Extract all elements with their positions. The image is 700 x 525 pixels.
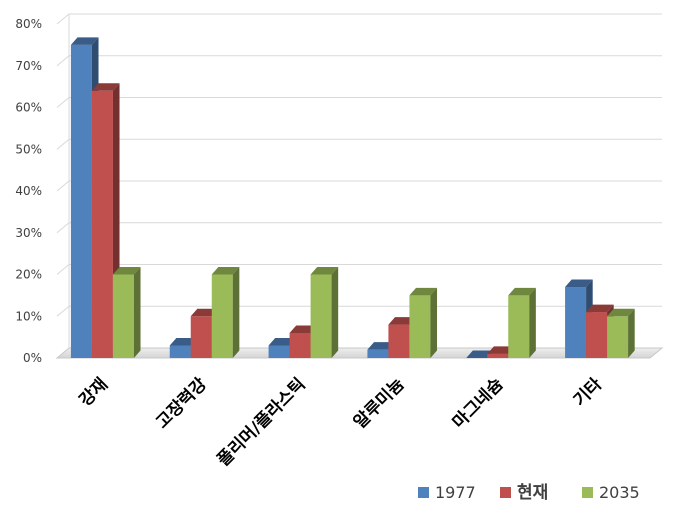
bar-side [134,267,141,358]
gridline [57,56,662,66]
legend-label: 2035 [599,483,640,502]
bar-front [311,275,332,359]
bar-front [113,275,134,359]
y-tick-label: 30% [15,226,42,240]
x-tick-label: 강재 [76,374,112,410]
bar-front [71,45,92,358]
bar-side [529,288,536,358]
x-tick-label: 기타 [570,374,607,411]
bar-front [388,325,409,358]
y-tick-label: 70% [15,59,42,73]
bar-front [409,295,430,358]
bar-2035-폴리머/플라스틱 [311,267,339,358]
gridline [57,139,662,149]
bar-2035-고장력강 [212,267,240,358]
bar-2035-알루미늄 [409,288,437,358]
bar-side [332,267,339,358]
bar-front [586,312,607,358]
bar-front [191,316,212,358]
y-tick-label: 10% [15,309,42,323]
legend: 1977 현재 2035 [418,483,640,503]
x-tick-label: 알루미늄 [350,374,409,433]
bar-side [233,267,240,358]
x-tick-label: 고장력강 [152,374,211,433]
bar-side [628,309,635,358]
bar-front [290,333,311,358]
legend-item: 1977 [418,483,476,502]
bar-2035-강재 [113,267,141,358]
x-tick-label: 폴리머/플라스틱 [214,374,310,470]
y-tick-label: 50% [15,142,42,156]
bar-front [487,354,508,358]
y-tick-label: 20% [15,268,42,282]
bar-front [565,287,586,358]
bar-2035-마그네슘 [508,288,536,358]
legend-label: 1977 [435,483,476,502]
bar-front [212,275,233,359]
bar-front [607,316,628,358]
legend-label: 현재 [517,483,548,503]
legend-swatch [500,487,511,498]
gridline [57,223,662,233]
bar-2035-기타 [607,309,635,358]
bar-front [508,295,529,358]
legend-item: 2035 [582,483,640,502]
bar-front [92,91,113,358]
gridline [57,265,662,275]
y-tick-label: 40% [15,184,42,198]
bar-front [367,350,388,358]
bar-front [269,345,290,358]
legend-swatch [582,487,593,498]
y-tick-label: 0% [23,351,42,365]
legend-item: 현재 [500,483,548,503]
x-tick-label: 마그네슘 [449,374,508,433]
bars [71,37,635,358]
y-tick-label: 60% [15,101,42,115]
gridline [57,14,662,24]
gridline [57,181,662,191]
bar-side [430,288,437,358]
gridline [57,98,662,108]
bar-front [170,345,191,358]
y-axis-tick-labels: 0% 10% 20% 30% 40% 50% 60% 70% 80% [15,17,42,365]
y-tick-label: 80% [15,17,42,31]
legend-swatch [418,487,429,498]
